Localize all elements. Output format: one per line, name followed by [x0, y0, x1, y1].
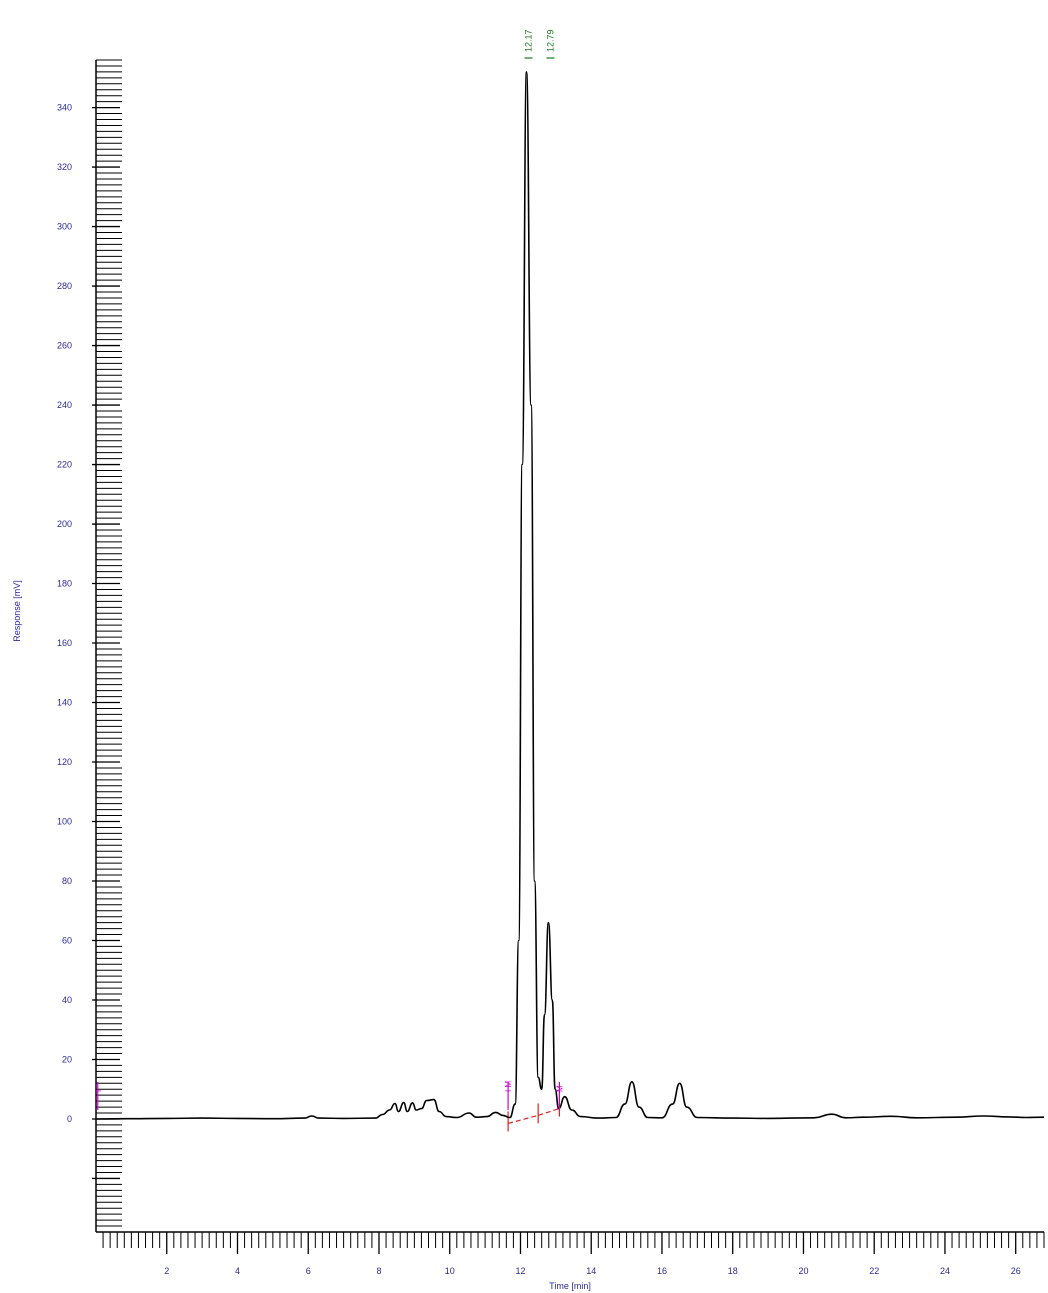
x-tick-label: 4 — [235, 1266, 240, 1276]
y-tick-label: 300 — [57, 222, 72, 232]
x-tick-label: 20 — [798, 1266, 808, 1276]
y-tick-label: 80 — [62, 876, 72, 886]
y-tick-label: 260 — [57, 341, 72, 351]
integration-baseline — [507, 1114, 539, 1125]
event-marker-label: I — [94, 1090, 103, 1092]
y-tick-label: 60 — [62, 935, 72, 945]
y-tick-label: 240 — [57, 400, 72, 410]
event-marker-label: I M — [504, 1081, 513, 1092]
x-tick-label: 8 — [376, 1266, 381, 1276]
peak-label: 12.17 — [523, 29, 533, 52]
y-tick-label: 280 — [57, 281, 72, 291]
y-axis-title: Response [mV] — [12, 580, 22, 642]
x-tick-label: 24 — [940, 1266, 950, 1276]
y-tick-label: 100 — [57, 817, 72, 827]
x-tick-label: 26 — [1011, 1266, 1021, 1276]
x-tick-label: 16 — [657, 1266, 667, 1276]
y-tick-label: 120 — [57, 757, 72, 767]
integration-baseline — [537, 1107, 560, 1116]
peak-label: 12.79 — [545, 29, 555, 52]
y-tick-label: 320 — [57, 162, 72, 172]
y-tick-label: 220 — [57, 460, 72, 470]
chromatogram-trace — [95, 71, 1045, 1120]
y-tick-label: 40 — [62, 995, 72, 1005]
event-marker-label: M — [555, 1085, 564, 1092]
y-tick-label: 140 — [57, 698, 72, 708]
x-axis-title: Time [min] — [549, 1281, 591, 1291]
x-tick-label: 22 — [869, 1266, 879, 1276]
y-tick-label: 340 — [57, 103, 72, 113]
y-tick-label: 20 — [62, 1054, 72, 1064]
series-group — [95, 71, 1045, 1120]
peak-label-group: 12.17 12.79 — [523, 29, 555, 59]
y-tick-label: 160 — [57, 638, 72, 648]
x-tick-label: 14 — [586, 1266, 596, 1276]
x-tick-label: 12 — [515, 1266, 525, 1276]
x-tick-label: 6 — [306, 1266, 311, 1276]
x-axis-ticks: 2 4 6 8 10 12 14 16 18 20 22 24 26 — [102, 1232, 1045, 1276]
x-tick-label: 10 — [445, 1266, 455, 1276]
y-tick-label: 180 — [57, 579, 72, 589]
y-tick-label: 0 — [67, 1114, 72, 1124]
y-axis-ticks: 0 20 40 60 80 100 120 140 160 180 200 220 240 260 280 3… — [57, 59, 122, 1227]
x-tick-label: 2 — [164, 1266, 169, 1276]
x-tick-label: 18 — [728, 1266, 738, 1276]
y-tick-label: 200 — [57, 519, 72, 529]
